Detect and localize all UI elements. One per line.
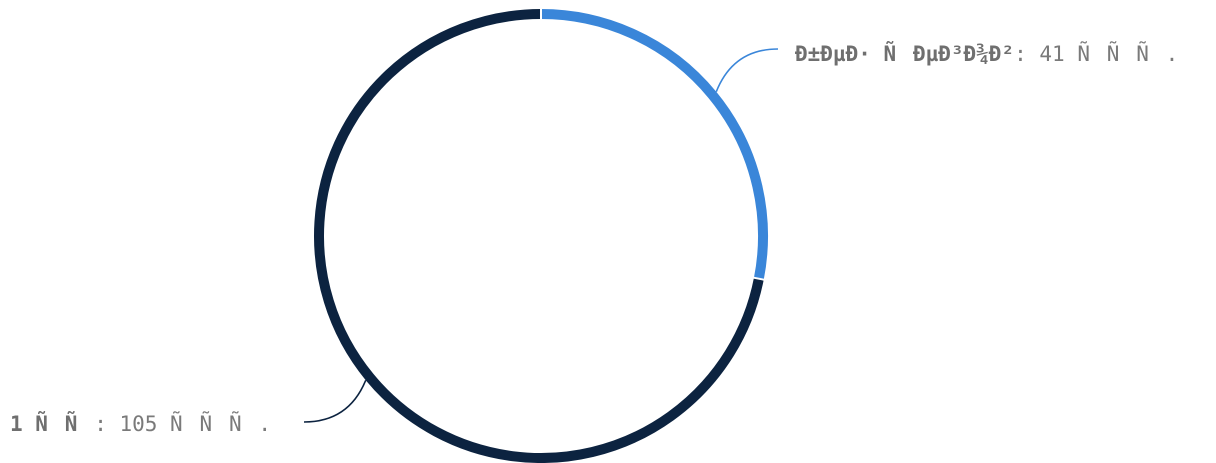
slice-label-1-sep: : [94,412,119,436]
slice-separator-1 [752,276,765,281]
leader-line-1 [303,379,367,423]
slice-label-0: Ð±ÐµÐ· ÑÐµÐ³Ð¾Ð²: 41 ÑÑÑ. [795,40,1178,66]
donut-slice-0 [540,9,768,280]
leader-line-0 [715,48,779,93]
leader-lines [303,48,779,423]
donut-slice-1 [314,9,764,463]
slice-labels: Ð±ÐµÐ· ÑÐµÐ³Ð¾Ð²: 41 ÑÑÑ. 1 ÑÑ: 10… [10,40,1178,436]
slice-label-1-name: 1 ÑÑ [10,411,94,436]
slice-label-0-name: Ð±ÐµÐ· ÑÐµÐ³Ð¾Ð² [795,41,1014,66]
donut-slices [314,8,768,463]
slice-label-1: 1 ÑÑ: 105 ÑÑÑ. [10,410,271,436]
slice-label-0-value: 41 ÑÑÑ. [1039,40,1178,66]
slice-label-0-sep: : [1014,42,1039,66]
slice-label-1-value: 105 ÑÑÑ. [119,410,271,436]
